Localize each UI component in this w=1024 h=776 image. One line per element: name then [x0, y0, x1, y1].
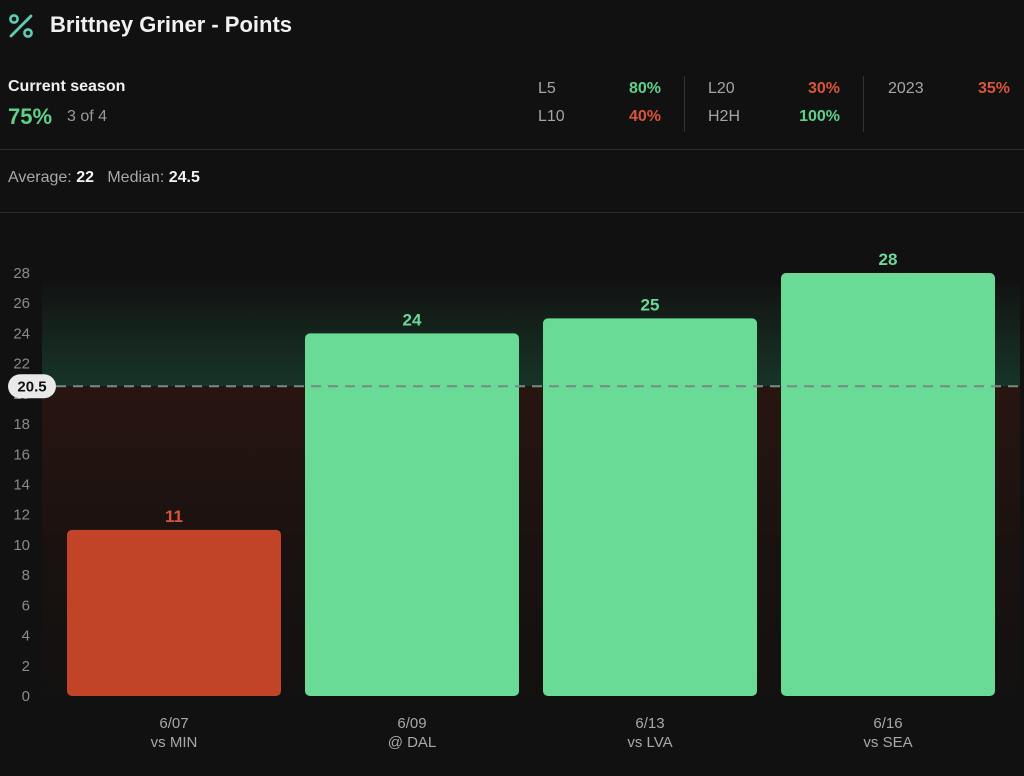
season-count: 3 of 4	[67, 108, 108, 125]
y-tick-label: 22	[13, 356, 30, 373]
y-tick-label: 4	[22, 628, 30, 645]
x-tick-date: 6/07	[159, 715, 188, 732]
x-tick-opponent: @ DAL	[388, 734, 437, 751]
split-h2h-label: H2H	[708, 108, 741, 125]
percent-icon	[9, 14, 33, 38]
median-label: Median:	[107, 169, 165, 186]
y-tick-label: 26	[13, 295, 30, 312]
season-label: Current season	[8, 78, 126, 95]
x-tick-date: 6/13	[635, 715, 664, 732]
split-l5-label: L5	[538, 80, 556, 97]
y-tick-label: 8	[22, 567, 30, 584]
y-tick-label: 6	[22, 597, 30, 614]
x-tick-date: 6/16	[873, 715, 902, 732]
split-2023-label: 2023	[888, 80, 924, 97]
split-l20-label: L20	[708, 80, 735, 97]
page-title: Brittney Griner - Points	[50, 12, 293, 37]
summary-line: Average: 22 Median: 24.5	[8, 169, 200, 187]
x-tick-opponent: vs MIN	[151, 734, 198, 751]
data-label: 28	[879, 250, 898, 269]
divider	[0, 149, 1024, 150]
threshold-badge	[8, 374, 56, 399]
divider	[684, 76, 685, 132]
split-h2h-value: 100%	[799, 108, 840, 125]
bar	[781, 273, 995, 696]
x-tick-opponent: vs LVA	[627, 734, 672, 751]
x-tick-date: 6/09	[397, 715, 426, 732]
y-tick-label: 0	[22, 688, 30, 705]
data-label: 24	[403, 310, 422, 329]
median-value: 24.5	[168, 169, 200, 186]
bar	[305, 333, 519, 696]
bar	[67, 529, 281, 696]
header: Brittney Griner - Points	[0, 0, 1024, 52]
y-tick-label: 12	[13, 507, 30, 524]
y-tick-label: 18	[13, 416, 30, 433]
y-tick-label: 14	[13, 477, 30, 494]
split-l20-value: 30%	[807, 80, 840, 97]
average-label: Average:	[8, 169, 72, 186]
threshold-label: 20.5	[17, 378, 46, 395]
data-label: 11	[165, 507, 183, 526]
season-percentage: 75%	[8, 104, 53, 129]
average-value: 22	[76, 169, 94, 186]
y-tick-label: 2	[22, 658, 30, 675]
y-tick-label: 16	[13, 446, 30, 463]
divider	[863, 76, 864, 132]
split-l5-value: 80%	[628, 80, 661, 97]
y-tick-label: 28	[13, 265, 30, 282]
stats-panel: Current season 75% 3 of 4 L5 80% L10 40%…	[0, 70, 1024, 150]
x-tick-opponent: vs SEA	[863, 734, 912, 751]
y-tick-label: 24	[13, 325, 30, 342]
split-l10-label: L10	[538, 108, 565, 125]
divider	[0, 212, 1024, 213]
bar	[543, 318, 757, 696]
data-label: 25	[641, 295, 660, 314]
split-l10-value: 40%	[628, 108, 661, 125]
split-2023-value: 35%	[977, 80, 1010, 97]
y-tick-label: 10	[13, 537, 30, 554]
